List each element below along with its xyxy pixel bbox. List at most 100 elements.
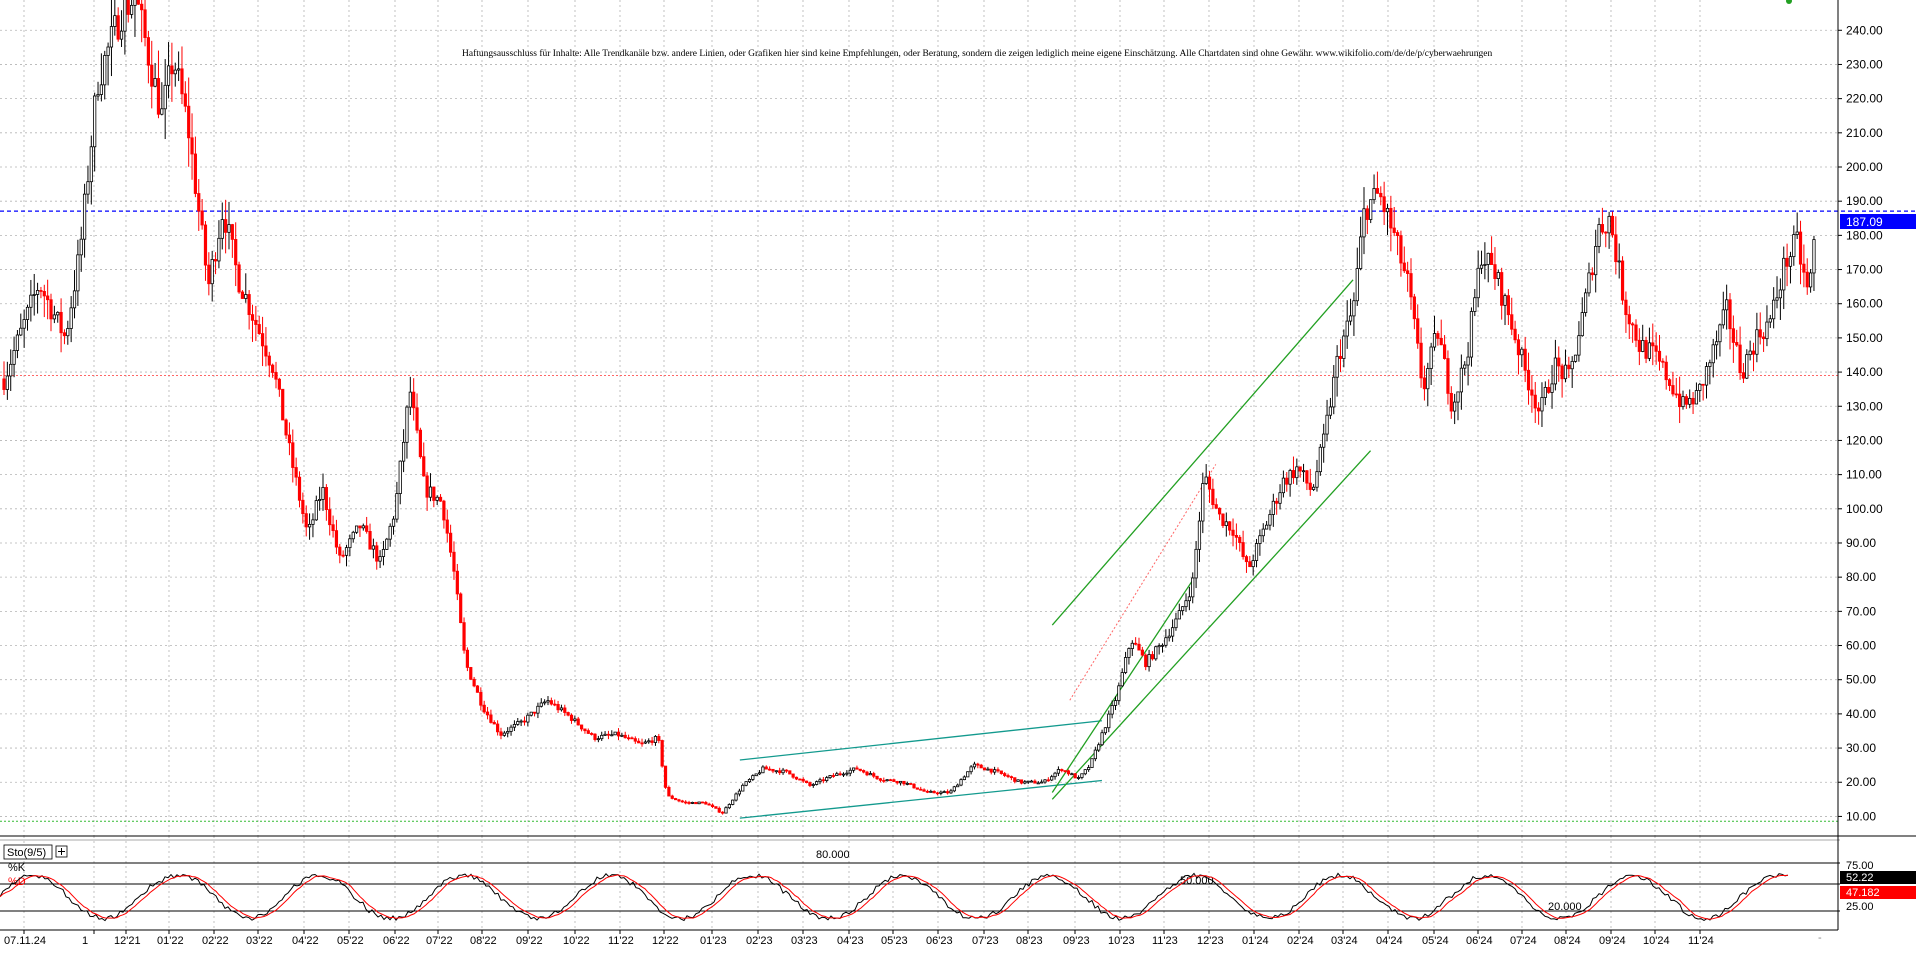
- price-tick-label: 130.00: [1846, 399, 1883, 413]
- candle: [173, 62, 177, 87]
- teal-channel-lower[interactable]: [739, 779, 1102, 819]
- candle: [1604, 231, 1608, 248]
- candle: [1352, 292, 1356, 336]
- candle: [9, 349, 13, 391]
- candle: [62, 329, 67, 345]
- candle: [969, 764, 973, 775]
- candle: [1684, 394, 1688, 409]
- green-channel-upper[interactable]: [1051, 279, 1354, 626]
- candle: [559, 704, 564, 712]
- candle: [1154, 645, 1158, 661]
- candle: [271, 363, 275, 378]
- candle: [240, 290, 245, 299]
- candle: [798, 778, 802, 781]
- candle: [1805, 258, 1809, 295]
- candle: [1681, 390, 1685, 410]
- candle: [465, 647, 470, 672]
- candle: [1214, 498, 1218, 509]
- candle: [771, 768, 775, 774]
- candle: [1620, 256, 1625, 305]
- candle: [660, 739, 664, 768]
- candle: [1134, 637, 1138, 646]
- candle: [1570, 356, 1574, 388]
- candle: [1798, 220, 1803, 285]
- candle: [1785, 243, 1789, 287]
- candle: [553, 699, 557, 707]
- candle: [888, 778, 893, 782]
- candle: [1204, 464, 1208, 486]
- candle: [408, 376, 412, 415]
- candle: [929, 789, 933, 793]
- time-axis-label: 12'22: [652, 935, 679, 947]
- candle: [1755, 312, 1759, 363]
- candle: [405, 405, 409, 459]
- candle: [939, 790, 943, 796]
- candle: [774, 770, 778, 774]
- candle: [1563, 349, 1568, 383]
- candle: [549, 697, 553, 706]
- candle: [2, 361, 6, 396]
- candle: [1177, 603, 1181, 620]
- candle: [821, 777, 825, 784]
- candle: [838, 771, 842, 776]
- candle: [1261, 523, 1265, 543]
- price-tick-label: 230.00: [1846, 57, 1883, 71]
- green-channel-lower[interactable]: [1051, 450, 1372, 800]
- candle: [82, 183, 87, 258]
- candle: [532, 711, 537, 717]
- candle: [1537, 402, 1541, 425]
- candle: [1365, 205, 1369, 235]
- candle: [979, 763, 983, 769]
- candle: [1745, 349, 1749, 380]
- price-tick-label: 210.00: [1846, 126, 1883, 140]
- candle: [791, 773, 795, 779]
- candle: [1489, 236, 1494, 266]
- candle: [368, 523, 372, 550]
- candle: [1207, 471, 1212, 503]
- candle: [153, 63, 157, 88]
- candle: [949, 788, 953, 794]
- time-axis-label: 11'24: [1688, 935, 1714, 947]
- candle: [996, 767, 1000, 773]
- candle: [1053, 771, 1057, 780]
- candle: [1792, 225, 1796, 266]
- candle: [1738, 326, 1742, 380]
- candle: [395, 481, 399, 523]
- candle: [109, 0, 114, 77]
- candle: [381, 540, 386, 566]
- stoch-title-box[interactable]: [3, 844, 53, 860]
- candle: [133, 0, 137, 37]
- candle: [982, 767, 987, 771]
- candle: [1748, 340, 1752, 361]
- candle: [244, 273, 248, 303]
- candle: [878, 777, 883, 783]
- candle: [1090, 758, 1094, 769]
- candle: [727, 803, 731, 810]
- candle: [1442, 335, 1447, 360]
- candle: [1567, 356, 1571, 378]
- candle: [835, 771, 839, 776]
- candle: [744, 781, 748, 787]
- price-tick-label: 110.00: [1846, 468, 1882, 482]
- teal-channel-upper[interactable]: [739, 720, 1102, 761]
- candle: [663, 765, 668, 789]
- candle: [1674, 377, 1678, 399]
- candle: [909, 783, 913, 785]
- candle: [499, 727, 503, 740]
- candle: [1644, 336, 1648, 364]
- time-axis-label: 12'21: [114, 935, 141, 947]
- candle: [39, 286, 43, 299]
- candle: [307, 513, 312, 540]
- candle: [1513, 320, 1517, 344]
- candle: [1698, 382, 1702, 402]
- scroll-right-icon[interactable]: -: [1818, 932, 1822, 944]
- candle: [1735, 329, 1739, 347]
- candle: [1765, 305, 1769, 347]
- candle: [868, 771, 872, 776]
- candle: [1577, 321, 1581, 362]
- candle: [1486, 252, 1490, 283]
- candle: [1688, 389, 1692, 409]
- candle: [210, 250, 214, 302]
- candle: [1587, 262, 1591, 297]
- candle: [633, 736, 637, 744]
